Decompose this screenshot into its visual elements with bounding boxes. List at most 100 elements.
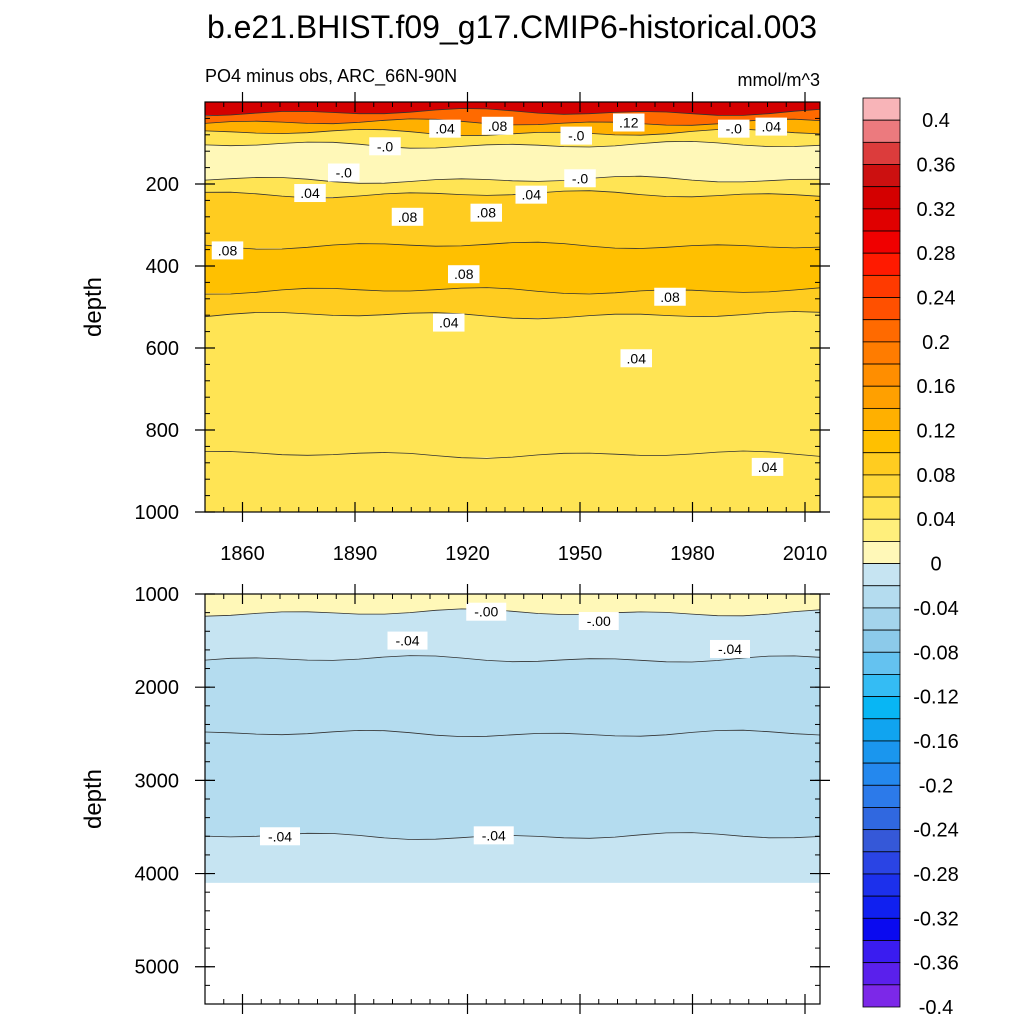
colorbar-box <box>862 97 901 121</box>
chart-subtitle: PO4 minus obs, ARC_66N-90N <box>205 66 457 87</box>
x-tick-label: 1950 <box>558 543 603 565</box>
colorbar-box <box>862 807 901 831</box>
contour-label-box <box>751 457 784 476</box>
contour-label-box <box>369 137 401 156</box>
colorbar-box <box>862 208 901 232</box>
colorbar-tick-label: -0.4 <box>919 997 953 1019</box>
field-band <box>205 451 820 512</box>
colorbar-box <box>862 585 901 609</box>
colorbar-box <box>862 252 901 276</box>
contour-line <box>205 450 820 459</box>
contour-label-box <box>429 119 461 138</box>
colorbar-tick-label: 0.28 <box>917 243 956 265</box>
contour-label-box <box>391 207 424 226</box>
field-band <box>205 655 820 737</box>
contour-line <box>205 311 820 320</box>
contour-label: .04 <box>522 187 542 203</box>
colorbar-tick-label: 0.16 <box>917 376 956 398</box>
contour-label-box <box>387 631 428 650</box>
contour-line <box>205 287 820 295</box>
y-tick-label: 4000 <box>135 864 180 886</box>
y-tick-label: 600 <box>146 338 179 360</box>
contour-label: -.0 <box>377 138 394 154</box>
colorbar-box <box>862 274 901 298</box>
field-band <box>205 594 820 616</box>
contour-line <box>205 108 820 117</box>
contour-label: .04 <box>627 350 647 366</box>
y-tick-label: 800 <box>146 420 179 442</box>
field-band <box>205 832 820 886</box>
colorbar-box <box>862 651 901 675</box>
colorbar-tick-label: -0.2 <box>919 775 953 797</box>
colorbar-box <box>862 385 901 409</box>
field-band <box>205 176 820 198</box>
contour-label-box <box>470 203 502 222</box>
colorbar-tick-label: -0.32 <box>913 908 959 930</box>
contour-line <box>205 655 820 663</box>
no-data-region <box>205 882 820 1004</box>
colorbar-box <box>862 984 901 1008</box>
colorbar-tick-label: 0.08 <box>917 465 956 487</box>
contour-label-box <box>560 126 592 145</box>
contour-label: .04 <box>435 121 455 137</box>
contour-label: -.00 <box>587 613 611 629</box>
colorbar-box <box>862 164 901 188</box>
colorbar-tick-label: 0.36 <box>917 155 956 177</box>
colorbar-tick-label: -0.24 <box>913 820 959 842</box>
colorbar-box <box>862 141 901 165</box>
contour-label-box <box>294 184 326 203</box>
contour-label: .04 <box>762 119 782 135</box>
colorbar-tick-label: 0 <box>930 554 941 576</box>
x-tick-label: 1860 <box>220 543 265 565</box>
colorbar-tick-label: 0.32 <box>917 199 956 221</box>
contour-label-box <box>260 827 300 846</box>
contour-label: .04 <box>439 315 459 331</box>
y-tick-label: 1000 <box>135 584 180 606</box>
contour-label-box <box>564 169 596 188</box>
contour-label: -.0 <box>572 170 589 186</box>
colorbar-box <box>862 829 901 853</box>
upper-panel: .04 .08 .12 .04 -.0 -.0 -.0 -.0 .04 .08 .08 .04 -.0.… <box>80 92 830 565</box>
contour-line <box>205 175 820 184</box>
field-band <box>205 141 820 183</box>
colorbar-box <box>862 940 901 964</box>
colorbar-box <box>862 762 901 786</box>
colorbar-box <box>862 363 901 387</box>
contour-label-box <box>328 163 360 182</box>
colorbar-tick-label: 0.12 <box>917 421 956 443</box>
colorbar-box <box>862 718 901 742</box>
colorbar-box <box>862 341 901 365</box>
colorbar-tick-labels: 0.4 0.36 0.32 0.28 0.24 0.2 0.16 0.12 0.08 0.04 0 -… <box>913 110 959 1019</box>
colorbar-box <box>862 452 901 476</box>
colorbar-tick-label: -0.16 <box>913 731 959 753</box>
field-band <box>205 730 820 840</box>
contour-label-box <box>620 349 652 368</box>
colorbar-box <box>862 496 901 520</box>
x-tick-label: 1920 <box>445 543 490 565</box>
colorbar-box <box>862 319 901 343</box>
upper-plot-frame <box>204 101 821 513</box>
colorbar-box <box>862 563 901 587</box>
contour-label: -.04 <box>395 633 419 649</box>
colorbar-box <box>862 474 901 498</box>
colorbar-box <box>862 962 901 986</box>
colorbar-box <box>862 607 901 631</box>
contour-label-box <box>515 185 547 204</box>
contour-label-box <box>466 602 507 621</box>
contour-label-box <box>433 313 465 332</box>
upper-x-axis: 1860 1890 1920 1950 1980 2010 <box>204 92 827 565</box>
colorbar-box <box>862 674 901 698</box>
contour-label: .08 <box>218 242 238 258</box>
contour-label-box <box>448 265 480 284</box>
colorbar-box <box>862 629 901 653</box>
contour-label-box <box>755 117 787 136</box>
contour-label: .08 <box>488 118 508 134</box>
lower-contour-labels: -.00 -.00 -.04 -.04 -.04 -.04 <box>260 602 750 846</box>
lower-panel: -.00 -.00 -.04 -.04 -.04 -.04 1000 2000 3000 400… <box>80 584 830 1014</box>
field-band <box>205 311 820 458</box>
colorbar-box <box>862 230 901 254</box>
contour-label: -.0 <box>726 121 743 137</box>
contour-label-box <box>481 116 514 135</box>
contour-label: .08 <box>660 289 680 305</box>
